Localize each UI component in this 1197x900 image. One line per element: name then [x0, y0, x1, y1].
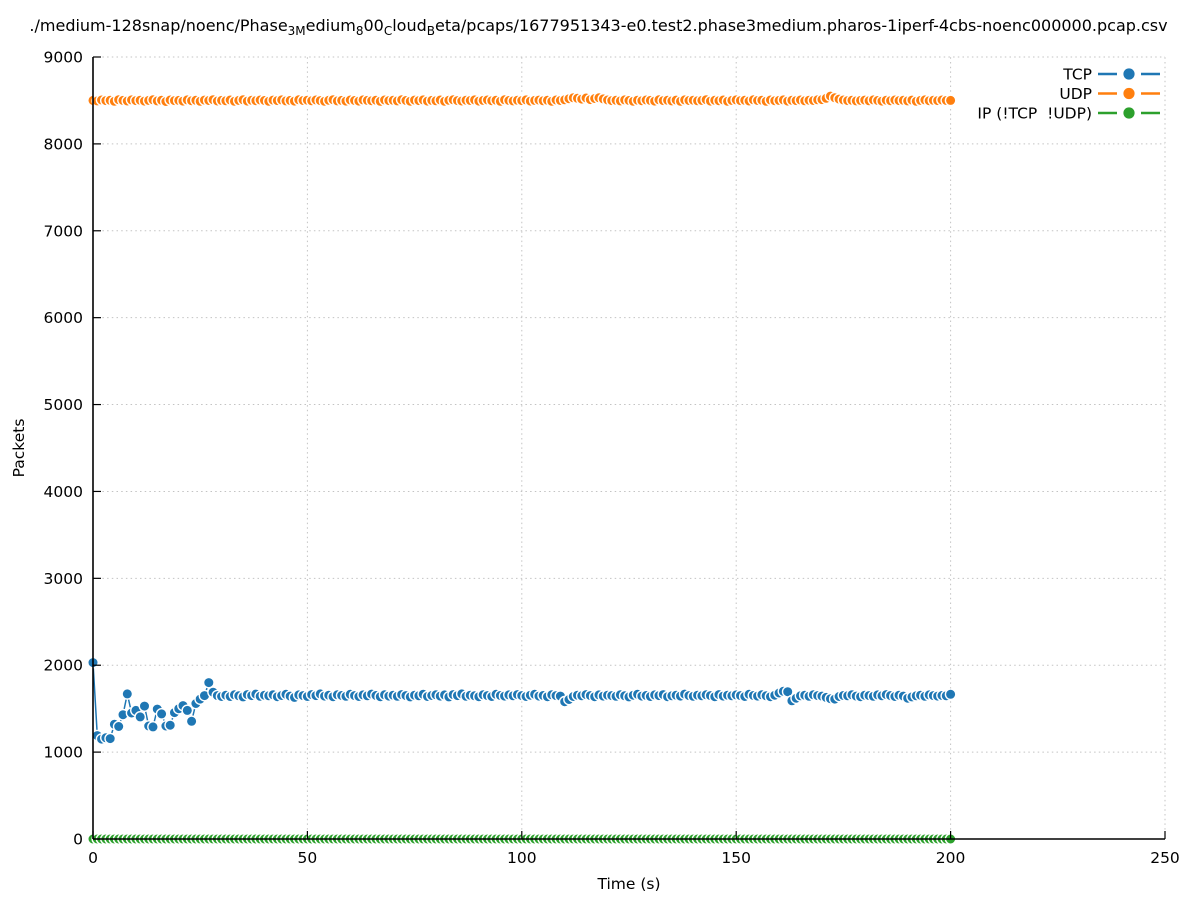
x-tick-label: 200 [936, 849, 966, 867]
title-subscript: M [295, 24, 306, 38]
y-tick-label: 0 [73, 831, 83, 849]
legend-marker-sample [1123, 68, 1135, 80]
title-text: loud [392, 16, 427, 35]
data-point-marker [134, 711, 147, 723]
data-point-marker [121, 688, 134, 700]
data-point-marker [112, 720, 125, 733]
chart-title: ./medium-128snap/noenc/Phase3Medium800Cl… [0, 16, 1197, 38]
title-subscript: 3 [287, 24, 296, 38]
y-tick-label: 7000 [44, 222, 83, 240]
title-text: ./medium-128snap/noenc/Phase [29, 16, 288, 35]
data-point-marker [155, 708, 168, 720]
data-point-marker [181, 704, 194, 717]
y-tick-label: 8000 [44, 135, 83, 153]
x-tick-label: 250 [1150, 849, 1180, 867]
legend-marker-sample [1123, 107, 1135, 119]
y-tick-label: 4000 [44, 483, 83, 501]
legend-label-ip: IP (!TCP !UDP) [977, 105, 1092, 123]
title-subscript: B [426, 24, 435, 38]
title-subscript: 8 [355, 24, 364, 38]
legend-label-udp: UDP [1059, 85, 1092, 103]
x-axis-label: Time (s) [596, 875, 660, 893]
data-point-marker [138, 700, 151, 712]
data-point-marker [185, 715, 198, 728]
data-point-marker [164, 719, 177, 732]
data-point-marker [147, 721, 159, 733]
title-text: eta/pcaps/1677951343-e0.test2.phase3medi… [434, 16, 1168, 35]
data-point-marker [944, 688, 957, 701]
title-subscript: C [383, 24, 393, 38]
y-tick-label: 5000 [44, 396, 83, 414]
data-point-marker [202, 676, 215, 689]
x-tick-label: 100 [507, 849, 537, 867]
title-text: edium [305, 16, 356, 35]
legend-label-tcp: TCP [1062, 66, 1092, 84]
y-axis-label: Packets [10, 419, 28, 478]
y-tick-label: 3000 [44, 570, 83, 588]
y-tick-label: 6000 [44, 309, 83, 327]
y-tick-label: 9000 [44, 49, 83, 67]
y-tick-label: 1000 [44, 744, 83, 762]
y-tick-label: 2000 [44, 657, 83, 675]
x-tick-label: 150 [721, 849, 751, 867]
data-point-marker [104, 732, 117, 745]
plot-generated-content: 0 1000 2000 3000 4000 5000 6000 7000 8000 9000 0 50… [44, 49, 1180, 868]
x-tick-label: 50 [298, 849, 318, 867]
title-text: 00 [363, 16, 384, 35]
legend-marker-sample [1123, 87, 1135, 100]
data-point-marker [944, 94, 957, 107]
x-tick-label: 0 [88, 849, 98, 867]
